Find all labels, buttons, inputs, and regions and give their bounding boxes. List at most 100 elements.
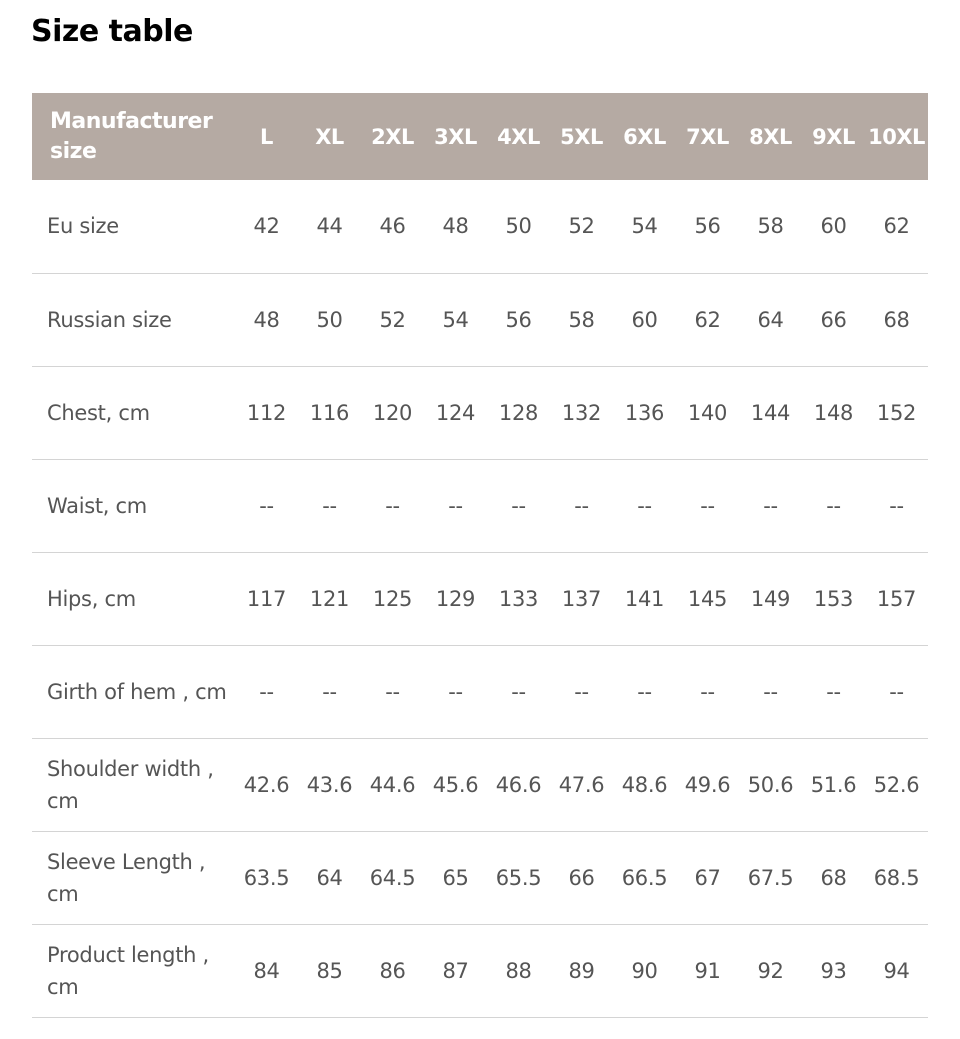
page-title: Size table [31,14,193,49]
size-header-10xl: 10XL [868,124,925,149]
header-row: Manufacturer size L XL 2XL 3XL 4XL 5XL 6XL 7XL 8… [32,93,928,180]
table-cell: 145 [687,586,728,611]
table-cell: -- [385,679,400,704]
table-row: Girth of hem , cm -- -- -- -- -- -- -- -- -- -- -- [32,645,928,738]
table-cell: 148 [813,400,854,425]
table-cell: 112 [246,400,287,425]
table-cell: 42 [253,214,280,239]
size-header-6xl: 6XL [623,124,666,149]
table-cell: 46.6 [495,772,542,797]
size-header-8xl: 8XL [749,124,792,149]
table-cell: 94 [883,958,910,983]
table-cell: -- [763,679,778,704]
table-header: Manufacturer size L XL 2XL 3XL 4XL 5XL 6XL 7XL 8… [32,93,928,180]
table-cell: -- [511,679,526,704]
table-cell: 60 [820,214,847,239]
table-cell: -- [448,493,463,518]
table-cell: 89 [568,958,595,983]
size-header-9xl: 9XL [812,124,855,149]
table-cell: 50 [505,214,532,239]
header-label: Manufacturer size [50,108,213,164]
table-cell: 116 [309,400,350,425]
row-label: Hips, cm [47,586,136,611]
table-cell: 66 [568,865,595,890]
table-cell: 44 [316,214,343,239]
table-cell: -- [700,493,715,518]
table-cell: 120 [372,400,413,425]
table-cell: 91 [694,958,721,983]
table-cell: 88 [505,958,532,983]
row-label: Waist, cm [47,493,147,518]
table-cell: 44.6 [369,772,416,797]
table-cell: 58 [757,214,784,239]
table-cell: -- [574,493,589,518]
size-header-5xl: 5XL [560,124,603,149]
table-cell: 48.6 [621,772,668,797]
table-cell: 54 [631,214,658,239]
size-header-l: L [260,124,273,149]
table-cell: 84 [253,958,280,983]
table-cell: 67.5 [747,865,794,890]
table-cell: 54 [442,307,469,332]
table-cell: 47.6 [558,772,605,797]
table-row: Eu size 42 44 46 48 50 52 54 56 58 60 62 [32,180,928,273]
table-cell: 65.5 [495,865,542,890]
table-cell: 93 [820,958,847,983]
table-cell: 51.6 [810,772,857,797]
table-cell: 64 [316,865,343,890]
table-cell: 42.6 [243,772,290,797]
table-cell: 153 [813,586,854,611]
row-label: Eu size [47,214,119,239]
table-cell: 63.5 [243,865,290,890]
table-row: Hips, cm 117 121 125 129 133 137 141 145 149 153 15… [32,552,928,645]
table-cell: 137 [561,586,602,611]
table-cell: -- [889,679,904,704]
table-row: Shoulder width , cm 42.6 43.6 44.6 45.6 46.6 4… [32,738,928,831]
table-cell: 152 [876,400,917,425]
table-cell: 62 [883,214,910,239]
table-cell: -- [889,493,904,518]
table-cell: -- [385,493,400,518]
size-header-7xl: 7XL [686,124,729,149]
table-cell: 141 [624,586,665,611]
table-cell: 62 [694,307,721,332]
table-cell: -- [259,493,274,518]
table-cell: 85 [316,958,343,983]
table-cell: 121 [309,586,350,611]
table-cell: 68.5 [873,865,920,890]
table-cell: -- [322,679,337,704]
table-cell: -- [763,493,778,518]
row-label: Shoulder width , cm [47,756,214,813]
table-cell: 66.5 [621,865,668,890]
table-cell: 157 [876,586,917,611]
table-cell: 117 [246,586,287,611]
table-cell: 128 [498,400,539,425]
row-label: Russian size [47,307,172,332]
row-label: Sleeve Length , cm [47,849,206,906]
table-cell: 140 [687,400,728,425]
row-label: Chest, cm [47,400,150,425]
table-cell: 64 [757,307,784,332]
table-row: Sleeve Length , cm 63.5 64 64.5 65 65.5 66 66.5… [32,831,928,924]
table-cell: -- [448,679,463,704]
table-cell: -- [511,493,526,518]
table-cell: 125 [372,586,413,611]
table-cell: -- [700,679,715,704]
table-cell: 149 [750,586,791,611]
table-cell: 144 [750,400,791,425]
table-cell: 124 [435,400,476,425]
table-cell: 67 [694,865,721,890]
table-cell: 52.6 [873,772,920,797]
table-cell: 50.6 [747,772,794,797]
table-cell: 64.5 [369,865,416,890]
table-cell: 68 [820,865,847,890]
size-header-xl: XL [315,124,344,149]
table-cell: -- [322,493,337,518]
table-cell: 48 [442,214,469,239]
size-header-2xl: 2XL [371,124,414,149]
table-row: Chest, cm 112 116 120 124 128 132 136 140 144 148 1… [32,366,928,459]
table-cell: 129 [435,586,476,611]
table-cell: 56 [505,307,532,332]
table-row: Product length , cm 84 85 86 87 88 89 90 91 92 93 9… [32,924,928,1017]
table-cell: 65 [442,865,469,890]
